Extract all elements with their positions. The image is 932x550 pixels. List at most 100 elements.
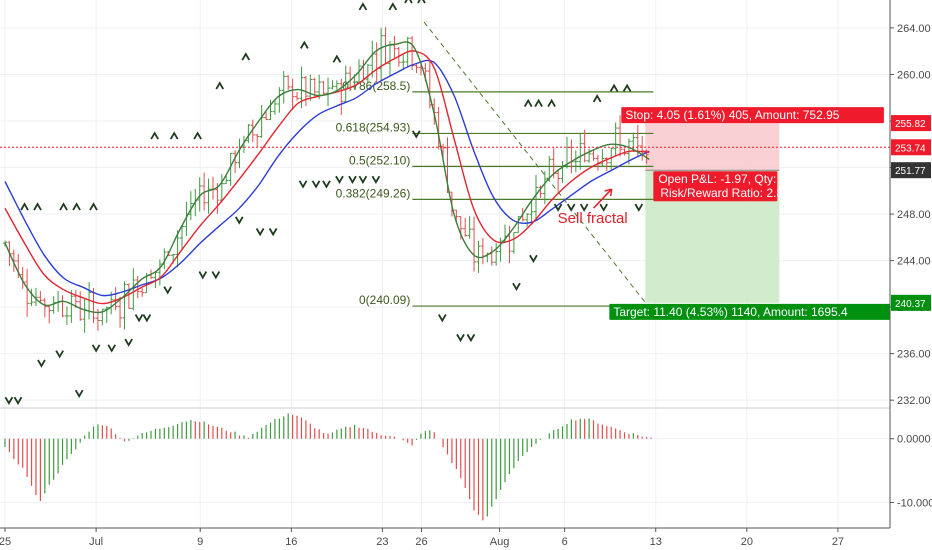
price-bar bbox=[290, 78, 295, 111]
price-bar bbox=[534, 175, 538, 222]
moving-average-line bbox=[4, 41, 650, 314]
price-bar bbox=[215, 183, 220, 214]
price-bar bbox=[489, 246, 494, 266]
price-tick-label: 264.00 bbox=[897, 23, 931, 35]
fractal-up-marker bbox=[59, 202, 68, 211]
fractal-down-marker bbox=[37, 359, 46, 368]
price-bar bbox=[73, 289, 78, 308]
price-bar bbox=[255, 134, 260, 147]
price-bar bbox=[467, 216, 472, 239]
price-bar bbox=[374, 42, 379, 83]
trend-line bbox=[423, 21, 646, 303]
price-bar bbox=[47, 305, 52, 324]
price-bar bbox=[29, 288, 34, 306]
overlay-labels: Stop: 4.05 (1.61%) 405, Amount: 752.95 Ta… bbox=[558, 107, 899, 320]
price-bar bbox=[175, 230, 180, 268]
fractal-up-marker bbox=[72, 202, 81, 211]
fractal-up-marker bbox=[523, 98, 533, 107]
fractal-down-marker bbox=[13, 396, 23, 405]
price-bar bbox=[556, 169, 561, 192]
osc-tick-label: 0.0000 bbox=[897, 434, 931, 446]
time-tick-label: 6 bbox=[562, 536, 568, 548]
price-bar bbox=[379, 27, 384, 82]
moving-averages bbox=[0, 41, 890, 314]
price-bar bbox=[573, 150, 578, 173]
fractal-down-marker bbox=[74, 389, 84, 398]
fractal-down-marker bbox=[371, 175, 381, 184]
price-bar bbox=[312, 77, 317, 98]
fib-level-label: 0.5(252.10) bbox=[349, 153, 410, 167]
fractal-up-marker bbox=[534, 98, 543, 107]
price-bar bbox=[202, 172, 207, 211]
annotation-arrow bbox=[593, 188, 613, 209]
time-tick-label: 23 bbox=[376, 536, 388, 548]
price-bar bbox=[587, 148, 592, 163]
price-bar bbox=[246, 123, 251, 143]
fractal-down-marker bbox=[411, 130, 421, 139]
price-tag-bg bbox=[891, 115, 931, 132]
price-bar bbox=[60, 295, 65, 318]
price-bar bbox=[334, 80, 339, 90]
time-tick-label: Aug bbox=[490, 536, 510, 548]
fractal-up-marker bbox=[332, 54, 342, 63]
moving-average-line bbox=[4, 50, 650, 305]
price-tick-label: 232.00 bbox=[897, 395, 931, 407]
price-bar bbox=[414, 64, 419, 74]
price-bar bbox=[339, 78, 344, 115]
price-bar bbox=[25, 268, 30, 317]
fractal-up-marker bbox=[150, 131, 159, 140]
fractal-down-marker bbox=[298, 180, 308, 189]
fractal-down-marker bbox=[134, 314, 144, 323]
price-bar bbox=[281, 71, 286, 104]
price-bar bbox=[157, 259, 162, 286]
pnl-box-bg bbox=[653, 171, 778, 202]
price-bar bbox=[330, 80, 335, 90]
price-tag-bg bbox=[891, 294, 931, 311]
risk-reward-label: Risk/Reward Ratio: 2.81 bbox=[660, 186, 790, 200]
price-bar bbox=[525, 212, 530, 227]
price-bar bbox=[224, 176, 229, 185]
fractal-down-marker bbox=[255, 228, 265, 237]
price-bar bbox=[308, 74, 313, 101]
price-bar bbox=[131, 268, 136, 311]
price-tag: 251.77 bbox=[895, 166, 926, 177]
price-bar bbox=[542, 171, 547, 205]
fractal-down-marker bbox=[466, 333, 476, 343]
price-tick-label: 244.00 bbox=[897, 256, 931, 268]
price-tag: 255.82 bbox=[895, 119, 926, 130]
fractal-down-marker bbox=[198, 271, 208, 280]
price-axis-bg bbox=[890, 0, 932, 550]
fractal-up-marker bbox=[169, 131, 179, 140]
position-tool[interactable] bbox=[645, 123, 780, 303]
price-bar bbox=[295, 92, 300, 101]
fractal-up-marker bbox=[89, 202, 98, 211]
price-bar bbox=[118, 296, 123, 328]
fractal-down-marker bbox=[634, 203, 644, 212]
time-tick-label: 13 bbox=[650, 536, 662, 548]
fractal-down-marker bbox=[566, 203, 576, 212]
price-bar bbox=[529, 201, 534, 224]
price-tag: 253.74 bbox=[895, 143, 926, 154]
price-bar bbox=[401, 55, 406, 70]
price-bar bbox=[365, 63, 370, 84]
oscillator-histogram bbox=[0, 407, 932, 521]
fractal-down-marker bbox=[234, 216, 244, 225]
price-bar bbox=[640, 135, 645, 161]
price-bar bbox=[38, 291, 43, 304]
fractal-down-marker bbox=[124, 338, 133, 347]
price-bar bbox=[321, 80, 326, 96]
fractal-down-marker bbox=[142, 314, 152, 323]
target-label-bg bbox=[609, 303, 899, 320]
price-bar bbox=[11, 249, 16, 272]
price-bar bbox=[591, 150, 596, 161]
price-bar bbox=[618, 115, 623, 157]
price-bar bbox=[600, 148, 605, 167]
price-bar bbox=[64, 306, 69, 325]
price-bar bbox=[516, 216, 521, 233]
fractal-down-marker bbox=[335, 175, 344, 184]
price-bar bbox=[69, 290, 74, 323]
price-bar bbox=[264, 112, 269, 120]
time-tick-label: 9 bbox=[197, 536, 203, 548]
